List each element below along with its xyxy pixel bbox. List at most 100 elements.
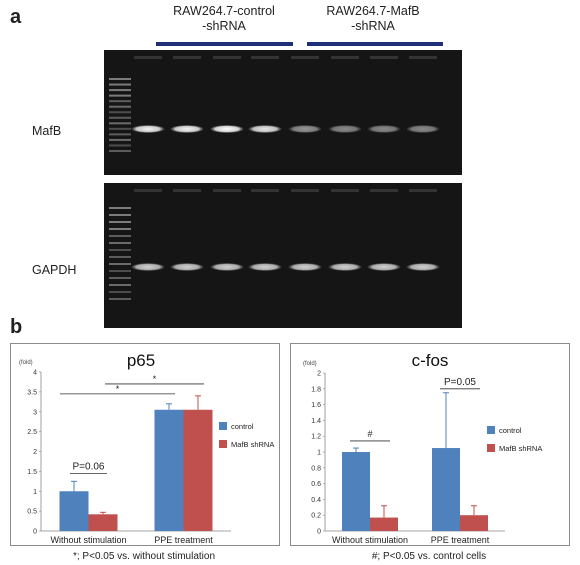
gel-well	[291, 189, 319, 192]
ladder-band	[109, 256, 131, 258]
gel-band	[406, 125, 440, 133]
gel-band	[367, 263, 401, 271]
bar-mafb-shrna	[88, 514, 118, 531]
gel-well	[331, 189, 359, 192]
gel-band	[170, 263, 204, 271]
ladder-band	[109, 228, 131, 230]
y-tick-label: 0.2	[311, 513, 321, 520]
annotation-star: *	[153, 374, 157, 384]
x-tick-label: Without stimulation	[332, 535, 408, 545]
y-tick-label: 1.5	[27, 469, 37, 476]
chart-title: p65	[127, 351, 155, 370]
ladder-band	[109, 298, 131, 300]
x-tick-label: PPE treatment	[431, 535, 490, 545]
panel-a-letter: a	[10, 6, 22, 28]
gel-band	[170, 125, 204, 133]
y-tick-label: 3	[33, 409, 37, 416]
gel-image-gapdh	[104, 183, 462, 328]
y-tick-label: 1.8	[311, 386, 321, 393]
annotation-p-value: P=0.06	[73, 461, 105, 472]
gel-well	[370, 56, 398, 59]
bar-control	[59, 491, 89, 531]
gel-well	[331, 56, 359, 59]
gel-well	[213, 189, 241, 192]
ladder-band	[109, 270, 131, 272]
gel-band	[210, 263, 244, 271]
y-tick-label: 2	[33, 449, 37, 456]
bar-control	[154, 409, 184, 531]
gel-background	[104, 183, 462, 328]
ladder-band	[109, 291, 131, 293]
y-tick-label: 0.5	[27, 509, 37, 516]
ladder-band	[109, 277, 131, 279]
ladder-band	[109, 221, 131, 223]
gel-image-mafb	[104, 50, 462, 175]
group-label-mafb-line2: -shRNA	[351, 19, 395, 33]
legend-label: control	[499, 426, 522, 435]
legend-label: MafB shRNA	[499, 444, 542, 453]
bar-mafb-shrna	[460, 515, 488, 531]
legend-label: MafB shRNA	[231, 440, 274, 449]
y-tick-label: 0	[317, 529, 321, 536]
y-tick-label: 1.6	[311, 402, 321, 409]
annotation-p-value: P=0.05	[444, 377, 476, 388]
y-tick-label: 0.6	[311, 481, 321, 488]
ladder-band	[109, 284, 131, 286]
ladder-band	[109, 133, 131, 136]
ladder-band	[109, 138, 131, 141]
gel-band	[131, 263, 165, 271]
gel-background	[104, 50, 462, 175]
annotation-hash: #	[367, 429, 372, 439]
ladder-band	[109, 116, 131, 119]
gel-band	[367, 125, 401, 133]
y-tick-label: 1	[33, 489, 37, 496]
chart-p65: (fold) p65 0 0.5 1 1.5 2 2.5 3 3.5 4 Without stimul…	[10, 343, 280, 546]
gel-well	[134, 189, 162, 192]
gel-band	[406, 263, 440, 271]
group-label-mafb: RAW264.7-MafB -shRNA	[303, 4, 443, 34]
y-tick-label: 1.2	[311, 434, 321, 441]
bar-mafb-shrna	[183, 409, 213, 531]
y-tick-label: 0.4	[311, 497, 321, 504]
legend-label: control	[231, 422, 254, 431]
ladder-band	[109, 122, 131, 125]
gel-band	[288, 263, 322, 271]
footnote-right: #; P<0.05 vs. control cells	[371, 551, 487, 562]
group-label-mafb-line1: RAW264.7-MafB	[326, 4, 420, 18]
y-tick-label: 2.5	[27, 429, 37, 436]
footnote-left: *; P<0.05 vs. without stimulation	[72, 551, 216, 562]
legend-swatch	[219, 422, 227, 430]
y-tick-label: 0	[33, 529, 37, 536]
gel-well	[409, 189, 437, 192]
ladder-band	[109, 89, 131, 92]
annotation-star: *	[116, 384, 120, 394]
group-label-control-line1: RAW264.7-control	[173, 4, 275, 18]
x-tick-label: Without stimulation	[50, 535, 126, 545]
legend-swatch	[219, 440, 227, 448]
gel-well	[370, 189, 398, 192]
ladder-band	[109, 127, 131, 130]
ladder-band	[109, 105, 131, 108]
bar-control	[432, 448, 460, 531]
gel-well	[251, 56, 279, 59]
ladder-band	[109, 100, 131, 103]
gel-band	[131, 125, 165, 133]
chart-title: c-fos	[412, 351, 449, 370]
ladder-band	[109, 111, 131, 114]
y-tick-label: 3.5	[27, 389, 37, 396]
gel-band	[328, 125, 362, 133]
ladder-band	[109, 263, 131, 265]
legend-swatch	[487, 444, 495, 452]
gel-well	[173, 189, 201, 192]
ladder-band	[109, 144, 131, 147]
ladder-band	[109, 150, 131, 152]
gel-well	[134, 56, 162, 59]
chart-cfos: (fold) c-fos 0 0.2 0.4 0.6 0.8 1 1.2 1.4 1.6 1.8 2 Wi…	[290, 343, 570, 546]
ladder-band	[109, 242, 131, 244]
y-tick-label: 0.8	[311, 465, 321, 472]
gel-well	[213, 56, 241, 59]
x-tick-label: PPE treatment	[154, 535, 213, 545]
gel-label-gapdh: GAPDH	[32, 263, 77, 277]
gel-band	[288, 125, 322, 133]
ladder-band	[109, 207, 131, 209]
